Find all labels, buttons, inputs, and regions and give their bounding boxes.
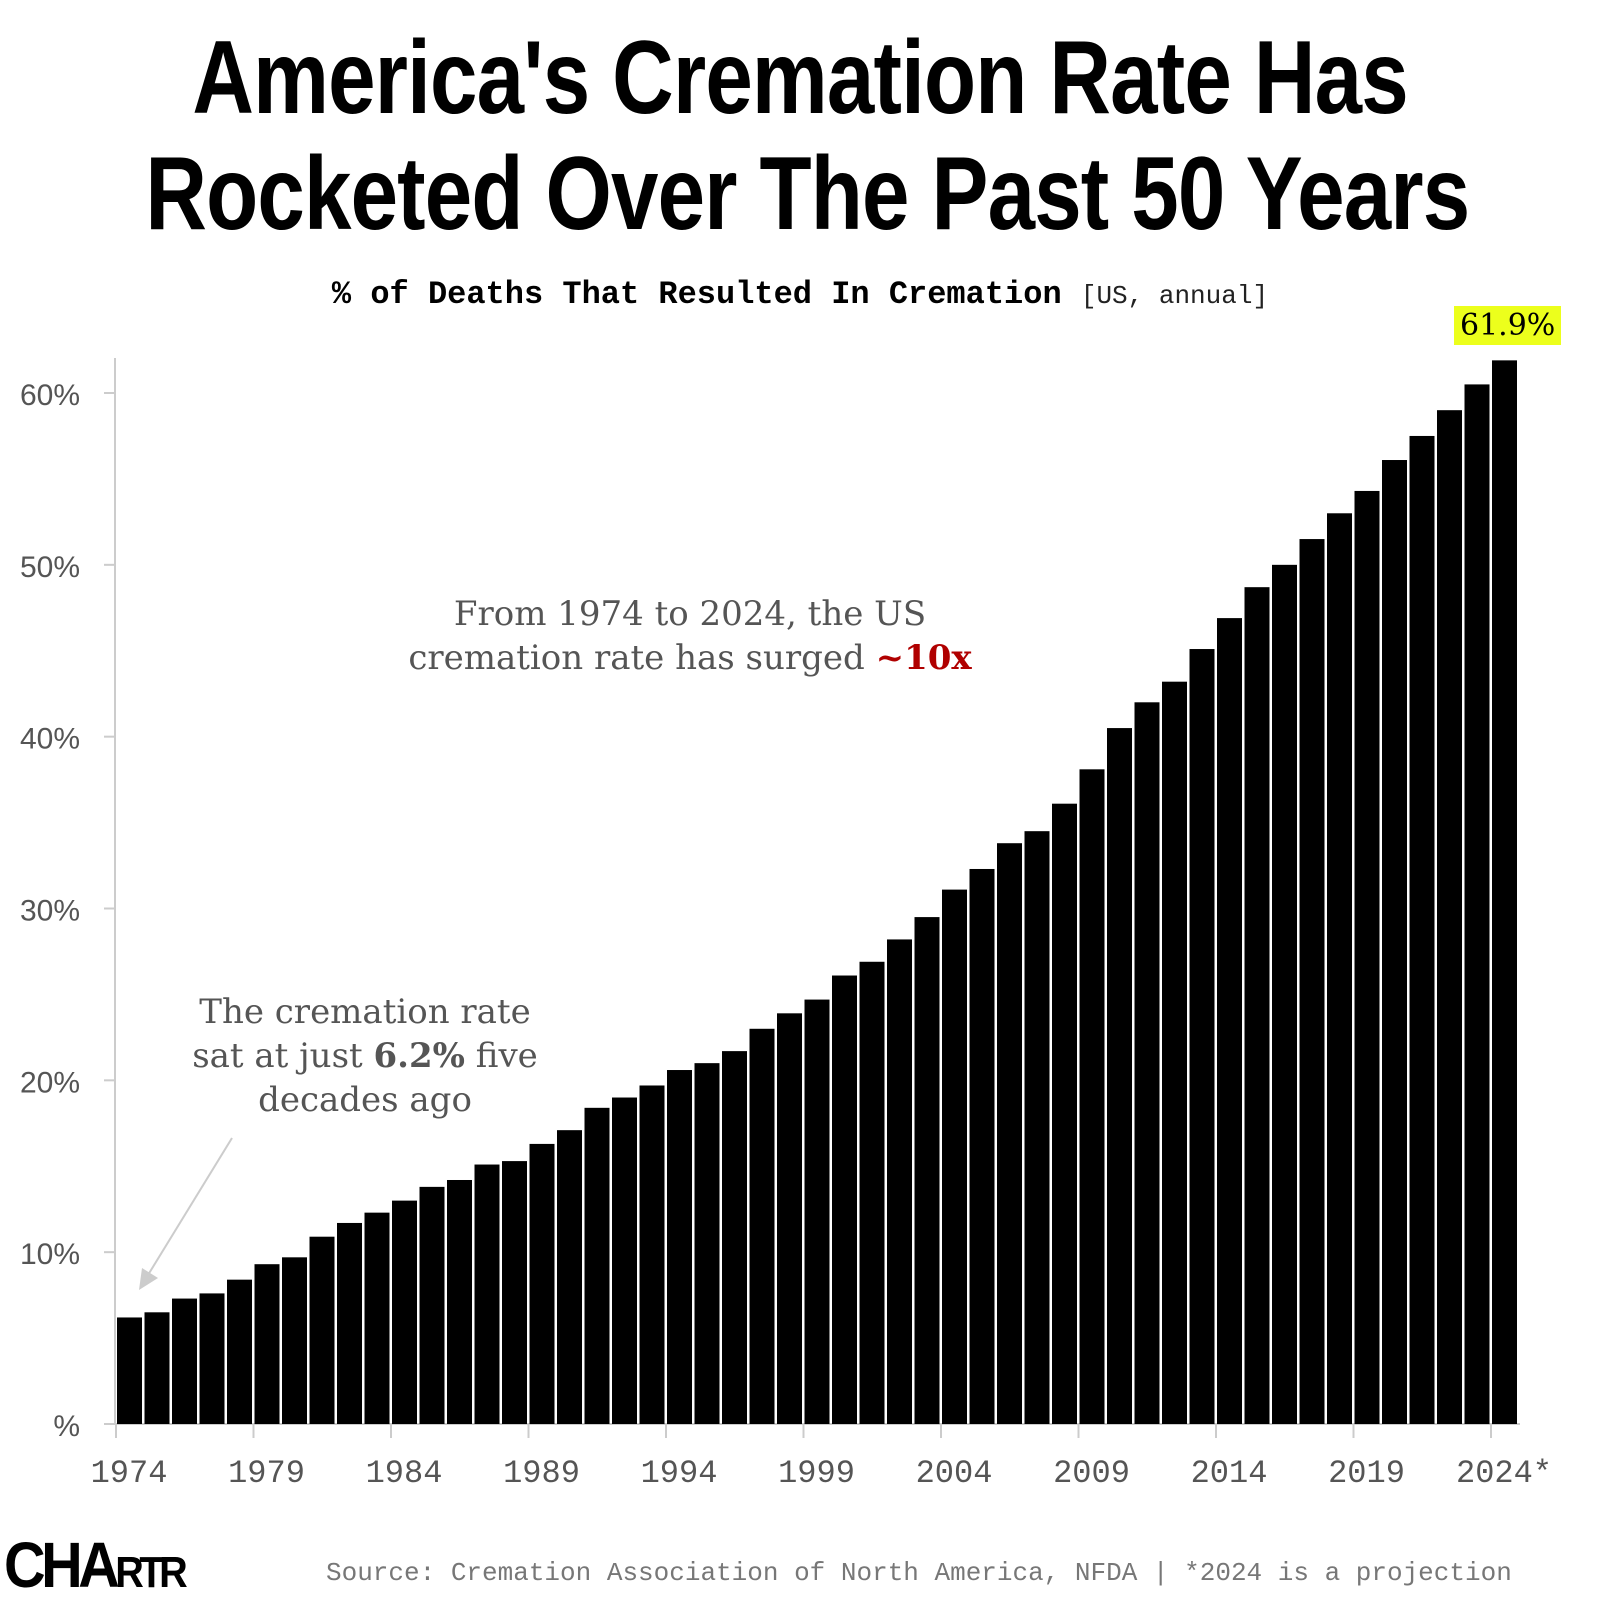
bar-1979: [254, 1264, 280, 1424]
bar-2005: [969, 868, 995, 1424]
bar-1976: [172, 1298, 197, 1424]
x-tick-label: 1994: [641, 1455, 718, 1492]
bar-2019: [1354, 490, 1380, 1424]
chart-subtitle: % of Deaths That Resulted In Cremation […: [0, 276, 1600, 313]
main-annotation-highlight: ~10x: [875, 638, 972, 678]
bar-1977: [199, 1293, 225, 1424]
chartr-logo: CHARTR: [4, 1529, 188, 1601]
bar-1992: [612, 1097, 637, 1424]
x-tick-label: 1979: [228, 1455, 305, 1492]
x-tick-label: 2024*: [1456, 1455, 1552, 1492]
chart-title-line2-wrap: Rocketed Over The Past 50 Years: [0, 138, 1600, 250]
x-tick-label: 2009: [1053, 1455, 1130, 1492]
bar-2024: [1492, 360, 1517, 1424]
bar-1982: [337, 1222, 362, 1424]
bar-2007: [1024, 831, 1050, 1424]
bar-2023: [1464, 384, 1490, 1424]
bar-1986: [447, 1179, 472, 1424]
bar-2018: [1327, 513, 1352, 1424]
bar-2014: [1217, 618, 1242, 1424]
annotation-arrow: [147, 1137, 233, 1276]
bar-1998: [777, 1013, 802, 1424]
x-tick-label: 1999: [778, 1455, 855, 1492]
x-tick-label: 2004: [916, 1455, 993, 1492]
bar-1990: [557, 1130, 582, 1424]
chart-title-line2: Rocketed Over The Past 50 Years: [145, 136, 1470, 252]
left-annotation: The cremation rate sat at just 6.2% five…: [180, 990, 550, 1122]
left-annotation-suffix: five decades ago: [258, 1036, 538, 1120]
bar-1988: [502, 1161, 527, 1424]
main-annotation-text: From 1974 to 2024, the US cremation rate…: [408, 594, 927, 678]
x-tick-label: 2014: [1191, 1455, 1268, 1492]
bar-1975: [144, 1312, 170, 1424]
source-note: Source: Cremation Association of North A…: [326, 1558, 1512, 1588]
bar-2003: [914, 917, 940, 1424]
y-tick-label: 60%: [20, 379, 80, 412]
bar-1991: [584, 1107, 610, 1424]
bar-1984: [392, 1200, 417, 1424]
bar-1980: [282, 1257, 307, 1424]
x-tick-label: 1974: [91, 1455, 168, 1492]
bar-2000: [832, 975, 857, 1424]
bar-2004: [942, 889, 967, 1424]
bar-2009: [1079, 769, 1105, 1424]
bar-2022: [1437, 410, 1462, 1424]
bar-1996: [722, 1051, 747, 1424]
left-annotation-value: 6.2%: [373, 1036, 465, 1076]
main-annotation: From 1974 to 2024, the US cremation rate…: [380, 592, 1000, 680]
bar-1985: [419, 1186, 445, 1424]
bar-2010: [1107, 728, 1132, 1424]
bar-1995: [694, 1063, 720, 1424]
x-tick-label: 1984: [366, 1455, 443, 1492]
bar-2001: [859, 961, 885, 1424]
bar-1997: [749, 1028, 775, 1424]
y-tick-label: 50%: [20, 551, 80, 584]
bar-1983: [364, 1212, 390, 1424]
bar-2017: [1299, 539, 1325, 1424]
subtitle-main: % of Deaths That Resulted In Cremation: [331, 276, 1062, 313]
last-value-label: 61.9%: [1454, 306, 1562, 345]
y-tick-label: 10%: [20, 1238, 80, 1271]
bar-2006: [997, 843, 1022, 1424]
bar-1993: [639, 1085, 665, 1424]
bar-2002: [887, 939, 912, 1424]
chart-title-line1: America's Cremation Rate Has: [192, 20, 1408, 136]
bar-2011: [1134, 702, 1160, 1424]
bar-2013: [1189, 649, 1215, 1424]
subtitle-qualifier: [US, annual]: [1080, 281, 1269, 311]
bar-1994: [667, 1070, 692, 1424]
y-tick-label: 40%: [20, 723, 80, 756]
bar-1974: [117, 1317, 142, 1424]
bar-1989: [529, 1143, 555, 1424]
bar-1981: [309, 1236, 335, 1424]
y-tick-label: %: [53, 1410, 80, 1443]
bar-1978: [227, 1279, 252, 1424]
bar-2015: [1244, 587, 1270, 1424]
left-annotation-text: The cremation rate sat at just: [192, 992, 531, 1076]
bar-2016: [1272, 564, 1297, 1424]
x-tick-label: 1989: [503, 1455, 580, 1492]
chart-title-line1-wrap: America's Cremation Rate Has: [0, 22, 1600, 134]
bar-1999: [804, 999, 830, 1424]
bar-1987: [474, 1164, 500, 1424]
bar-2020: [1382, 460, 1407, 1424]
x-tick-label: 2019: [1328, 1455, 1405, 1492]
y-tick-label: 20%: [20, 1066, 80, 1099]
bar-2021: [1409, 435, 1435, 1424]
bar-2012: [1162, 681, 1187, 1424]
y-tick-label: 30%: [20, 895, 80, 928]
arrow-head-icon: [139, 1268, 158, 1290]
bar-2008: [1052, 803, 1077, 1424]
